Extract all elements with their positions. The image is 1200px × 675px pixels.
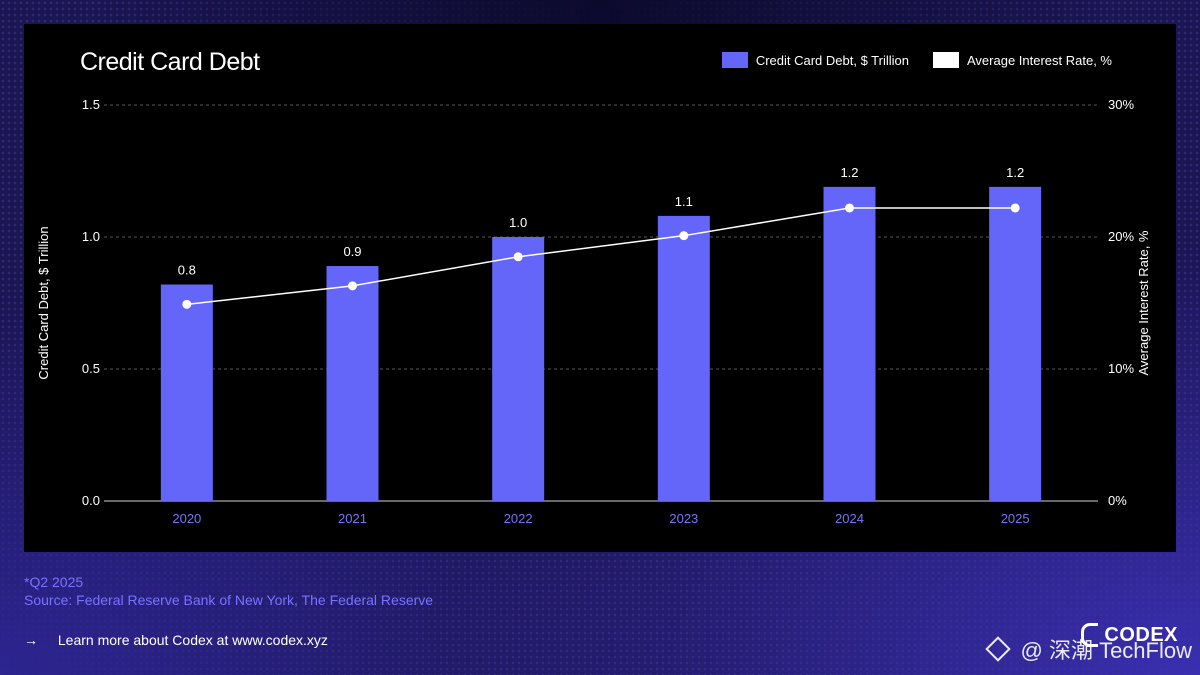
y-tick-label-left: 0.0 — [82, 493, 100, 508]
footnote-note: *Q2 2025 — [24, 574, 84, 590]
bar-data-label: 0.8 — [178, 263, 196, 278]
rate-point — [513, 252, 523, 262]
cta-link[interactable]: → Learn more about Codex at www.codex.xy… — [24, 632, 328, 648]
y-tick-label-left: 0.5 — [82, 361, 100, 376]
x-tick-label: 2021 — [338, 511, 367, 526]
x-tick-label: 2024 — [835, 511, 864, 526]
bar — [326, 266, 379, 501]
y-axis-title-right: Average Interest Rate, % — [1136, 230, 1151, 375]
brand-logo: CODEX — [1081, 623, 1178, 647]
bar — [657, 215, 710, 501]
brand-name: CODEX — [1104, 623, 1178, 646]
legend-item-debt: Credit Card Debt, $ Trillion — [721, 52, 909, 68]
y-tick-label-right: 20% — [1108, 229, 1134, 244]
legend-item-rate: Average Interest Rate, % — [932, 52, 1112, 68]
bar — [989, 186, 1042, 501]
rate-point — [845, 203, 854, 213]
bar-data-label: 1.2 — [840, 165, 858, 180]
diamond-logo-icon — [984, 636, 1011, 662]
arrow-right-icon: → — [24, 632, 38, 648]
bar — [492, 237, 545, 501]
legend-label-rate: Average Interest Rate, % — [966, 52, 1112, 68]
y-tick-label-right: 30% — [1108, 97, 1134, 112]
x-tick-label: 2023 — [669, 511, 698, 526]
chart-svg: 0.0 0% 0.5 10% 1.0 20% 1.5 30% 0.8 0.9 1.0 1.1 1.2 1.… — [36, 97, 1151, 526]
rate-point — [1010, 203, 1020, 213]
watermark: @ 深潮 TechFlow — [984, 633, 1192, 665]
watermark-text: @ 深潮 TechFlow — [1020, 638, 1192, 663]
legend-swatch-debt — [721, 52, 748, 68]
y-axis-title-left: Credit Card Debt, $ Trillion — [36, 226, 51, 379]
cta-text: Learn more about Codex at www.codex.xyz — [57, 632, 328, 648]
x-tick-label: 2025 — [1001, 511, 1030, 526]
codex-logo-icon — [1081, 623, 1099, 647]
bar-data-label: 1.1 — [675, 194, 693, 209]
y-tick-label-left: 1.0 — [82, 229, 100, 244]
legend-swatch-rate — [932, 52, 959, 68]
y-tick-label-left: 1.5 — [82, 97, 100, 112]
bar — [823, 186, 876, 501]
legend: Credit Card Debt, $ Trillion Average Int… — [698, 52, 1112, 68]
bar — [160, 284, 213, 501]
bar-data-label: 1.2 — [1006, 165, 1024, 180]
rate-point — [348, 281, 357, 291]
rate-point — [182, 299, 192, 309]
y-tick-label-right: 0% — [1108, 493, 1127, 508]
chart-title: Credit Card Debt — [80, 48, 260, 76]
bar-data-label: 1.0 — [509, 215, 527, 230]
footnote: *Q2 2025 Source: Federal Reserve Bank of… — [24, 573, 433, 609]
x-tick-label: 2020 — [172, 511, 201, 526]
rate-line — [186, 207, 1016, 306]
legend-label-debt: Credit Card Debt, $ Trillion — [755, 52, 909, 68]
footnote-source: Source: Federal Reserve Bank of New York… — [24, 592, 434, 608]
rate-point — [679, 231, 689, 241]
bar-data-label: 0.9 — [343, 244, 361, 259]
x-tick-label: 2022 — [504, 511, 533, 526]
y-tick-label-right: 10% — [1108, 361, 1134, 376]
chart-panel: Credit Card Debt Credit Card Debt, $ Tri… — [24, 24, 1176, 552]
